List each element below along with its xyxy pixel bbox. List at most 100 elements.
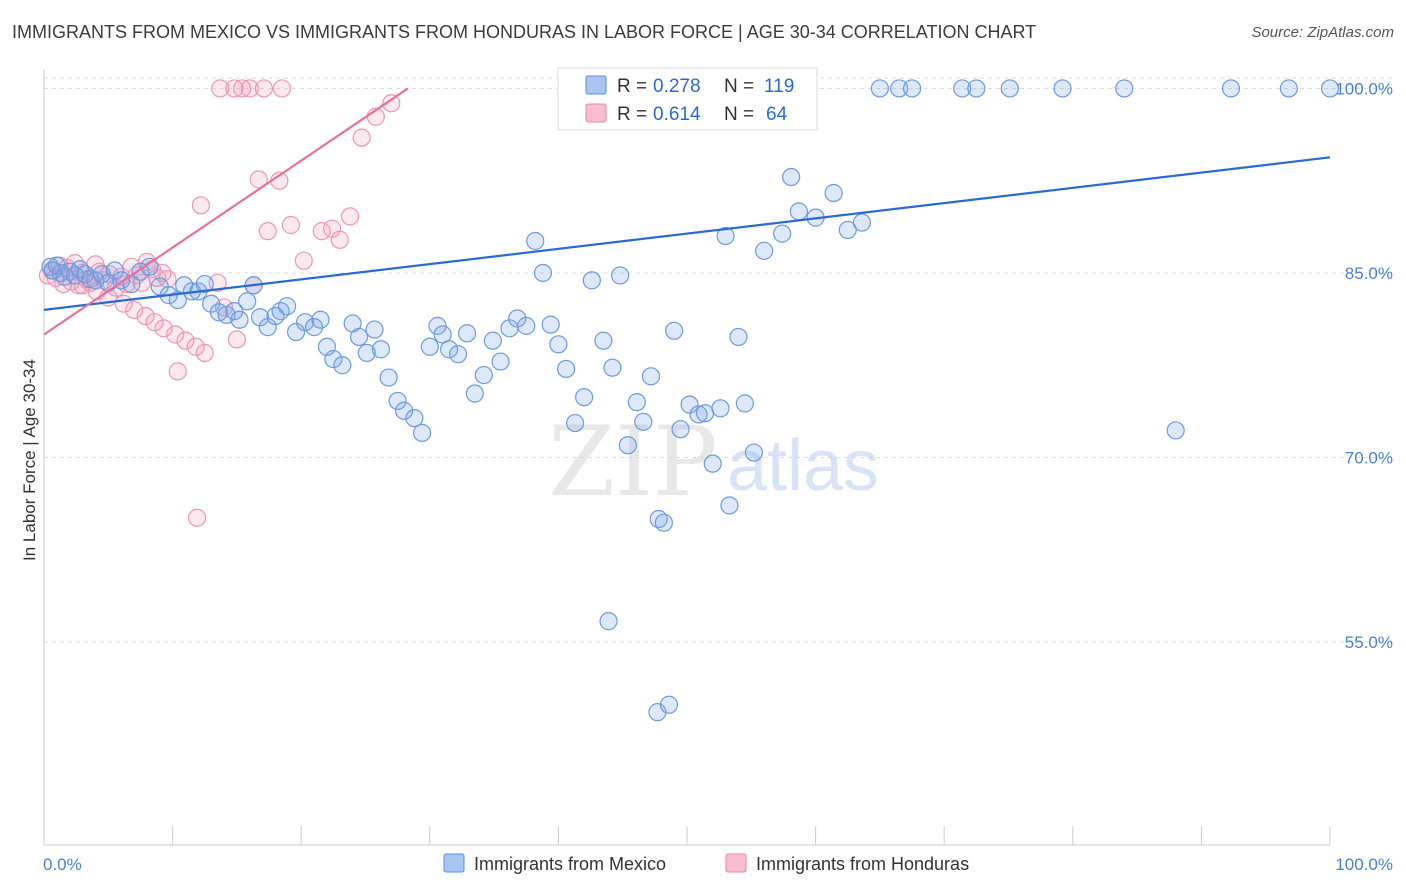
point-honduras [254, 79, 274, 98]
point-mexico [1000, 79, 1019, 98]
point-mexico [266, 306, 285, 326]
point-mexico [641, 367, 661, 386]
point-mexico [755, 241, 774, 260]
legend-swatch-mexico [585, 75, 607, 95]
point-mexico [1320, 79, 1340, 98]
point-honduras [158, 270, 177, 289]
point-honduras [240, 79, 259, 98]
point-honduras [168, 362, 187, 381]
point-mexico [238, 292, 257, 311]
point-mexico [526, 231, 545, 251]
y-tick-labels: 55.0% 70.0% 85.0% 100.0% [1335, 79, 1393, 652]
point-mexico [349, 327, 369, 347]
y-tick-label: 55.0% [1345, 633, 1393, 652]
x-tick-label-max: 100.0% [1335, 855, 1393, 874]
bottom-legend-label-mexico: Immigrants from Mexico [474, 854, 666, 874]
point-mexico [365, 320, 384, 339]
point-mexico [230, 310, 249, 329]
point-mexico [890, 79, 909, 98]
point-mexico [1279, 79, 1298, 98]
point-mexico [428, 316, 447, 335]
watermark: ZIP atlas [548, 406, 879, 518]
point-mexico [870, 79, 890, 98]
point-honduras [211, 79, 230, 98]
point-mexico [286, 322, 306, 342]
chart-title: IMMIGRANTS FROM MEXICO VS IMMIGRANTS FRO… [12, 22, 1037, 42]
point-mexico [439, 340, 459, 359]
point-mexico [953, 79, 972, 98]
legend-r-value-honduras: 0.614 [653, 104, 701, 125]
point-mexico [1053, 79, 1072, 98]
point-mexico [902, 79, 922, 98]
point-mexico [333, 356, 352, 375]
legend-n-label-mexico: N = [724, 76, 754, 97]
point-mexico [680, 395, 699, 414]
point-mexico [773, 224, 792, 243]
axes [43, 70, 1331, 846]
point-mexico [412, 423, 432, 442]
watermark-zip: ZIP [548, 406, 717, 518]
trendline-honduras [43, 87, 409, 336]
point-mexico [852, 213, 871, 232]
point-mexico [838, 220, 857, 240]
point-honduras [176, 331, 195, 350]
point-mexico [716, 226, 735, 246]
point-honduras [330, 230, 349, 249]
watermark-atlas: atlas [727, 426, 879, 506]
point-mexico [549, 335, 568, 354]
legend-n-label-honduras: N = [724, 104, 754, 125]
point-mexico [491, 352, 510, 371]
point-mexico [566, 413, 585, 433]
point-honduras [352, 128, 371, 147]
point-mexico [634, 412, 653, 431]
point-mexico [388, 391, 407, 411]
point-mexico [483, 331, 502, 350]
point-mexico [618, 436, 637, 455]
point-honduras [272, 79, 292, 98]
point-mexico [517, 316, 536, 335]
point-honduras [281, 215, 301, 235]
point-mexico [533, 263, 553, 283]
x-tick-labels: 0.0% 100.0% [43, 855, 1393, 874]
point-honduras [225, 79, 244, 98]
point-mexico [654, 513, 673, 532]
point-mexico [711, 399, 730, 418]
point-mexico [557, 359, 576, 379]
point-mexico [379, 368, 398, 387]
point-mexico [782, 167, 801, 187]
point-honduras [136, 306, 155, 326]
point-mexico [324, 349, 343, 369]
series-mexico-points [41, 79, 1340, 722]
source-credit: Source: ZipAtlas.com [1251, 24, 1394, 41]
point-mexico [250, 308, 270, 327]
legend: R = 0.278 N = 119 R = 0.614 N = 64 [557, 67, 818, 131]
point-mexico [311, 310, 330, 329]
point-honduras [232, 79, 252, 98]
bottom-legend-label-honduras: Immigrants from Honduras [756, 854, 969, 874]
point-mexico [611, 266, 630, 285]
point-mexico [671, 420, 690, 439]
point-honduras [145, 313, 164, 332]
point-mexico [703, 454, 722, 473]
legend-n-value-mexico: 119 [764, 76, 794, 97]
point-mexico [420, 337, 439, 356]
point-mexico [744, 443, 763, 462]
point-mexico [603, 358, 622, 377]
legend-n-value-honduras: 64 [766, 104, 788, 125]
point-mexico [277, 297, 297, 316]
point-honduras [154, 319, 173, 338]
point-mexico [659, 695, 679, 714]
x-tick-label-min: 0.0% [43, 855, 82, 874]
point-mexico [448, 345, 468, 364]
point-honduras [227, 330, 246, 349]
grid-lines [44, 77, 1395, 643]
point-honduras [208, 273, 227, 292]
bottom-legend: Immigrants from Mexico Immigrants from H… [443, 853, 969, 874]
point-mexico [627, 393, 646, 412]
point-mexico [824, 183, 843, 203]
bottom-legend-swatch-honduras [725, 853, 747, 873]
point-mexico [405, 409, 424, 428]
point-honduras [124, 300, 144, 319]
y-axis-title: In Labor Force | Age 30-34 [20, 359, 39, 561]
